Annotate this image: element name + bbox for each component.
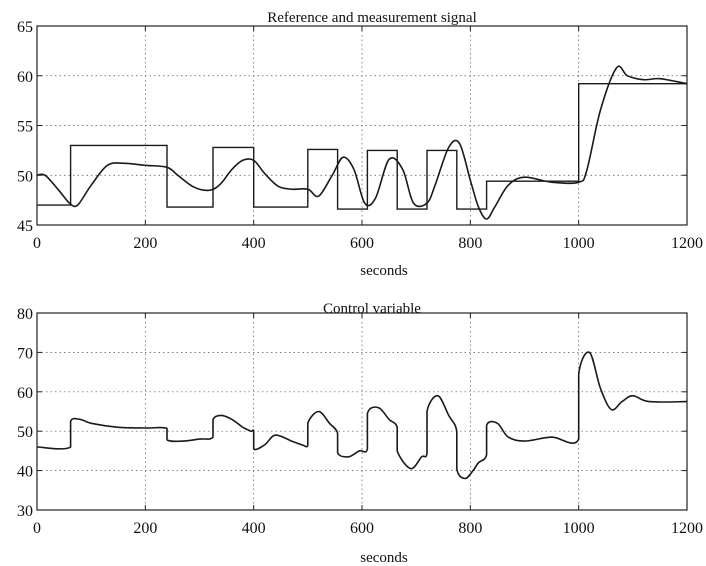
y-tick-label: 65 xyxy=(17,19,33,36)
x-axis-label: seconds xyxy=(360,263,408,279)
x-tick-labels: 0 200 400 600 800 1000 1200 xyxy=(33,235,703,252)
y-tick-label: 40 xyxy=(17,464,33,481)
x-tick-label: 400 xyxy=(242,520,266,537)
x-tick-label: 200 xyxy=(133,520,157,537)
x-tick-label: 200 xyxy=(133,235,157,252)
y-tick-label: 50 xyxy=(17,424,33,441)
y-tick-labels: 45 50 55 60 65 xyxy=(17,19,33,235)
y-tick-label: 55 xyxy=(17,119,33,136)
x-tick-label: 600 xyxy=(350,520,374,537)
x-tick-label: 1000 xyxy=(563,235,595,252)
gridlines xyxy=(37,313,687,510)
reference-step-line xyxy=(37,83,687,210)
y-tick-labels: 30 40 50 60 70 80 xyxy=(17,306,33,520)
x-tick-labels: 0 200 400 600 800 1000 1200 xyxy=(33,520,703,537)
y-tick-label: 30 xyxy=(17,503,33,520)
x-tick-label: 800 xyxy=(458,235,482,252)
chart-title: Control variable xyxy=(323,301,421,317)
y-tick-label: 50 xyxy=(17,168,33,185)
x-tick-label: 1000 xyxy=(563,520,595,537)
y-tick-label: 60 xyxy=(17,385,33,402)
measurement-signal-line xyxy=(36,65,688,220)
tick-marks xyxy=(36,25,688,226)
x-tick-label: 0 xyxy=(33,235,41,252)
control-variable-chart: 0 200 400 600 800 1000 1200 30 40 50 60 70 80 Contr… xyxy=(17,301,703,566)
gridlines xyxy=(37,26,687,225)
reference-measurement-chart: 0 200 400 600 800 1000 1200 45 50 55 60 65 Referen… xyxy=(17,10,703,279)
x-tick-label: 1200 xyxy=(671,235,703,252)
series-group xyxy=(36,351,688,480)
x-tick-label: 400 xyxy=(242,235,266,252)
x-axis-label: seconds xyxy=(360,550,408,566)
x-tick-label: 800 xyxy=(458,520,482,537)
x-tick-label: 1200 xyxy=(671,520,703,537)
chart-title: Reference and measurement signal xyxy=(267,10,477,26)
series-group xyxy=(36,65,688,220)
control-signal-line xyxy=(36,351,688,480)
y-tick-label: 70 xyxy=(17,345,33,362)
y-tick-label: 60 xyxy=(17,69,33,86)
x-tick-label: 600 xyxy=(350,235,374,252)
x-tick-label: 0 xyxy=(33,520,41,537)
y-tick-label: 80 xyxy=(17,306,33,323)
tick-marks xyxy=(36,312,688,511)
y-tick-label: 45 xyxy=(17,218,33,235)
